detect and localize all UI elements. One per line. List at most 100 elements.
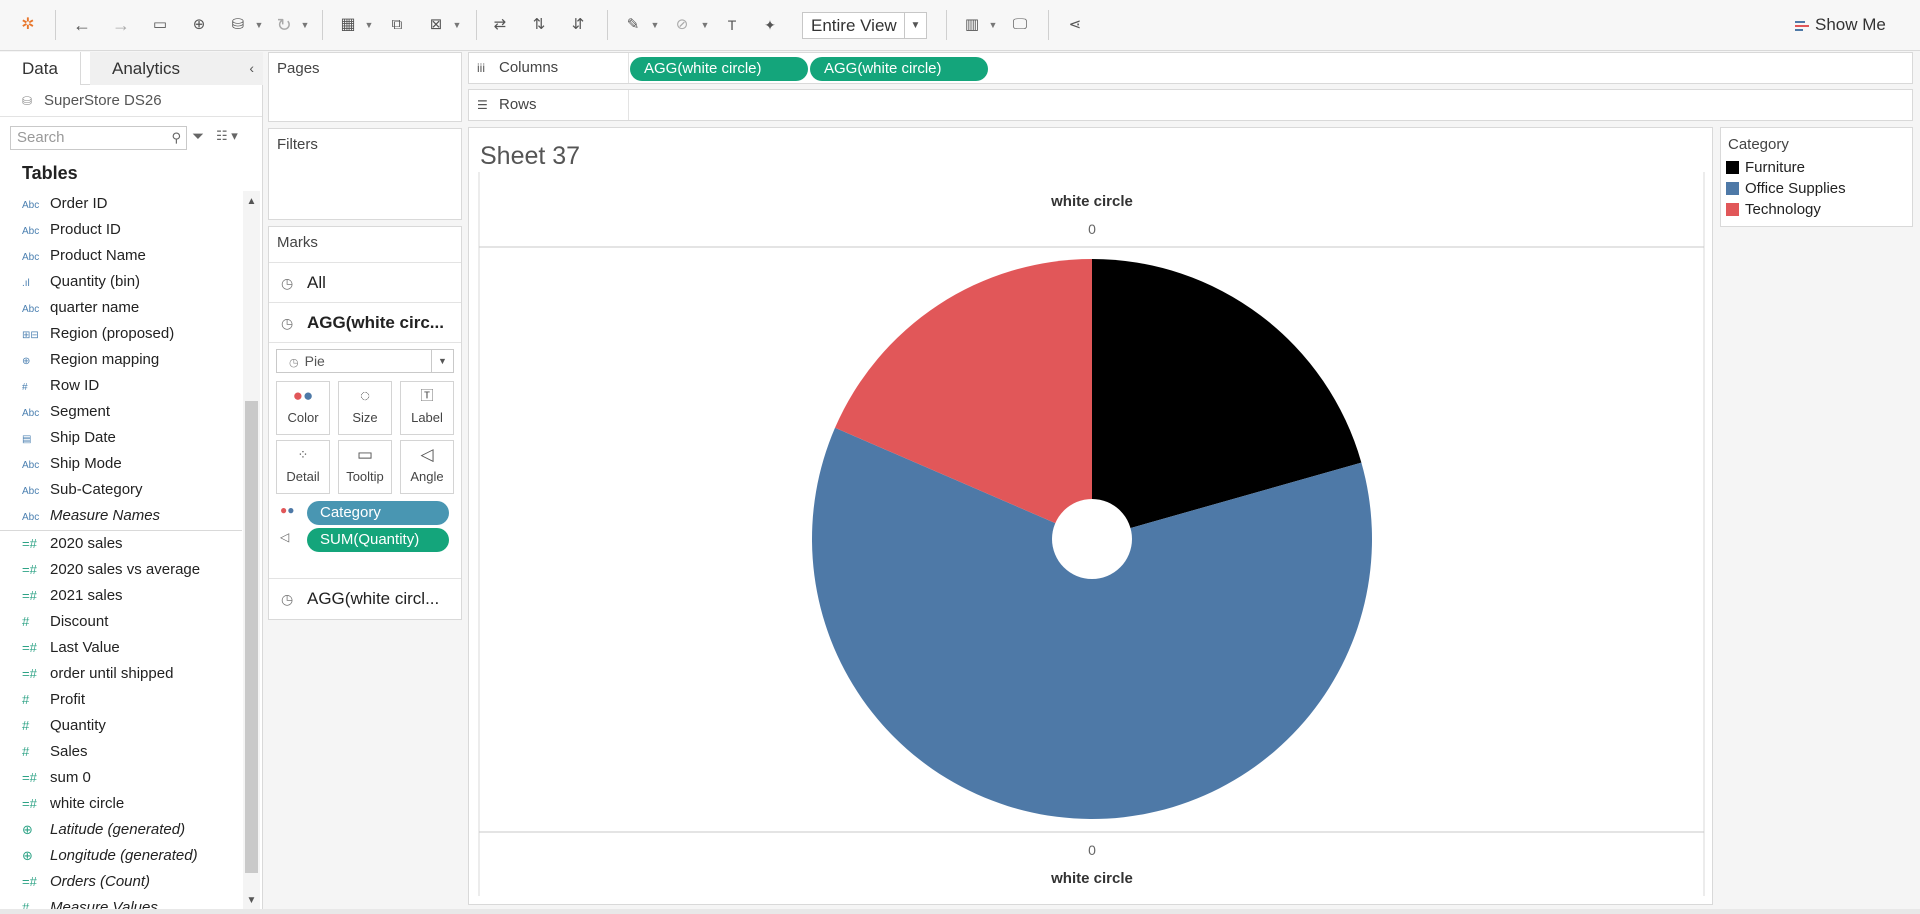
duplicate-icon[interactable]: ⧉ [391, 16, 403, 33]
measure-field[interactable]: =# sum 0 [0, 765, 242, 791]
dimension-field[interactable]: ▤ Ship Date [0, 425, 242, 451]
category-pill[interactable]: Category [307, 501, 449, 525]
refresh-icon[interactable]: ↻ [276, 15, 292, 35]
datasource-item[interactable]: ⛁ SuperStore DS26 [0, 85, 262, 117]
sum-quantity-pill[interactable]: SUM(Quantity) [307, 528, 449, 552]
column-pill-2[interactable]: AGG(white circle) [810, 57, 988, 81]
scrollbar-thumb[interactable] [245, 401, 258, 873]
dimension-field[interactable]: Abc Measure Names [0, 503, 242, 529]
search-input[interactable]: Search ⚲ [10, 126, 187, 150]
marks-layer-2[interactable]: ◷ AGG(white circl... [269, 578, 461, 618]
marks-layer-1[interactable]: ◷ AGG(white circ... [269, 303, 461, 343]
measure-field[interactable]: ⊕ Latitude (generated) [0, 817, 242, 843]
dimension-field[interactable]: ⊞⊟ Region (proposed) [0, 321, 242, 347]
dimension-field[interactable]: Abc quarter name [0, 295, 242, 321]
dimension-field[interactable]: Abc Order ID [0, 191, 242, 217]
measure-field[interactable]: # Profit [0, 687, 242, 713]
field-list-scrollbar[interactable]: ▲ ▼ [243, 191, 260, 909]
view-options-icon[interactable]: ☷ ▾ [216, 128, 238, 143]
datasource-caret-icon[interactable]: ▼ [254, 20, 264, 30]
detail-button[interactable]: ⁘ Detail [276, 440, 330, 494]
filter-icon[interactable]: ⏷ [192, 128, 205, 145]
new-datasource-icon[interactable]: ⊕ [192, 16, 206, 33]
measure-field[interactable]: # Discount [0, 609, 242, 635]
label-button[interactable]: 🅃 Label [400, 381, 454, 435]
measure-field[interactable]: =# 2020 sales [0, 531, 242, 557]
label-icon[interactable]: T [727, 17, 737, 33]
legend-item[interactable]: Furniture [1721, 157, 1912, 178]
legend-title[interactable]: Category [1728, 136, 1789, 153]
redo-icon[interactable]: → [112, 15, 130, 35]
clear-caret-icon[interactable]: ▼ [452, 20, 462, 30]
card-caret-icon[interactable]: ▼ [988, 20, 998, 30]
new-sheet-caret-icon[interactable]: ▼ [364, 20, 374, 30]
dimension-field[interactable]: Abc Ship Mode [0, 451, 242, 477]
pie-slices[interactable] [812, 259, 1373, 819]
present-icon[interactable]: 🖵 [1012, 16, 1028, 33]
dimension-field[interactable]: Abc Segment [0, 399, 242, 425]
sheet-title[interactable]: Sheet 37 [480, 142, 581, 170]
dimension-field[interactable]: Abc Product Name [0, 243, 242, 269]
tableau-logo-icon[interactable]: ✲ [21, 16, 35, 33]
highlight-caret-icon[interactable]: ▼ [650, 20, 660, 30]
dimension-field[interactable]: .ıl Quantity (bin) [0, 269, 242, 295]
dimension-field[interactable]: # Row ID [0, 373, 242, 399]
pie-slice-office-supplies[interactable] [812, 427, 1373, 819]
measure-field[interactable]: =# Orders (Count) [0, 869, 242, 895]
highlight-icon[interactable]: ✎ [626, 16, 640, 33]
measure-field[interactable]: =# 2020 sales vs average [0, 557, 242, 583]
measure-field[interactable]: =# white circle [0, 791, 242, 817]
pie-chart[interactable]: white circle 0 0 white circle [469, 128, 1714, 906]
group-icon[interactable]: ⊘ [675, 16, 689, 33]
collapse-pane-icon[interactable]: ‹ [249, 60, 254, 76]
new-sheet-icon[interactable]: ▦ [340, 16, 356, 33]
measure-field[interactable]: # Measure Values [0, 895, 242, 909]
group-caret-icon[interactable]: ▼ [700, 20, 710, 30]
save-icon[interactable]: ▭ [152, 16, 168, 33]
datasource-icon[interactable]: ⛁ [231, 16, 245, 33]
pages-shelf[interactable]: Pages [268, 52, 462, 122]
measure-field[interactable]: # Sales [0, 739, 242, 765]
tab-data[interactable]: Data [0, 52, 81, 85]
swap-icon[interactable]: ⇄ [493, 16, 507, 33]
measure-field[interactable]: # Quantity [0, 713, 242, 739]
undo-icon[interactable]: ← [73, 15, 91, 35]
scroll-down-icon[interactable]: ▼ [246, 895, 257, 906]
chevron-down-icon[interactable]: ▼ [431, 350, 453, 372]
legend-item[interactable]: Office Supplies [1721, 178, 1912, 199]
worksheet[interactable]: Sheet 37 white circle 0 0 white circle [468, 127, 1713, 905]
pie-slice-furniture[interactable] [1092, 259, 1362, 539]
axis-bottom-title[interactable]: white circle [1050, 870, 1133, 887]
fit-select[interactable]: Entire View ▼ [802, 12, 927, 39]
scroll-up-icon[interactable]: ▲ [246, 196, 257, 207]
dimension-field[interactable]: Abc Sub-Category [0, 477, 242, 503]
card-icon[interactable]: ▥ [964, 16, 980, 33]
clear-icon[interactable]: ⊠ [429, 16, 443, 33]
dimension-field[interactable]: ⊕ Region mapping [0, 347, 242, 373]
legend-item[interactable]: Technology [1721, 199, 1912, 220]
refresh-caret-icon[interactable]: ▼ [300, 20, 310, 30]
column-pill-1[interactable]: AGG(white circle) [630, 57, 808, 81]
marks-layer-all[interactable]: ◷ All [269, 263, 461, 303]
sort-asc-icon[interactable]: ⇅ [532, 16, 546, 33]
show-me-button[interactable]: Show Me [1795, 13, 1886, 37]
tooltip-button[interactable]: ▭ Tooltip [338, 440, 392, 494]
color-button[interactable]: ●● Color [276, 381, 330, 435]
axis-top-title[interactable]: white circle [1050, 193, 1133, 210]
chevron-down-icon[interactable]: ▼ [904, 13, 926, 38]
measure-field[interactable]: =# order until shipped [0, 661, 242, 687]
filters-shelf[interactable]: Filters [268, 128, 462, 220]
white-circle-mark[interactable] [1052, 499, 1132, 579]
size-button[interactable]: ◌ Size [338, 381, 392, 435]
sort-desc-icon[interactable]: ⇵ [571, 16, 585, 33]
dimension-field[interactable]: Abc Product ID [0, 217, 242, 243]
tab-analytics[interactable]: Analytics [90, 52, 263, 85]
measure-field[interactable]: =# 2021 sales [0, 583, 242, 609]
rows-shelf[interactable]: ☰ Rows [468, 89, 1913, 121]
columns-shelf[interactable]: iii Columns AGG(white circle) AGG(white c… [468, 52, 1913, 84]
color-legend[interactable]: Category Furniture Office Supplies Technol… [1720, 127, 1913, 227]
share-icon[interactable]: ⋖ [1068, 16, 1082, 33]
mark-type-select[interactable]: ◷ Pie ▼ [276, 349, 454, 373]
pin-icon[interactable]: ✦ [764, 17, 776, 33]
measure-field[interactable]: ⊕ Longitude (generated) [0, 843, 242, 869]
